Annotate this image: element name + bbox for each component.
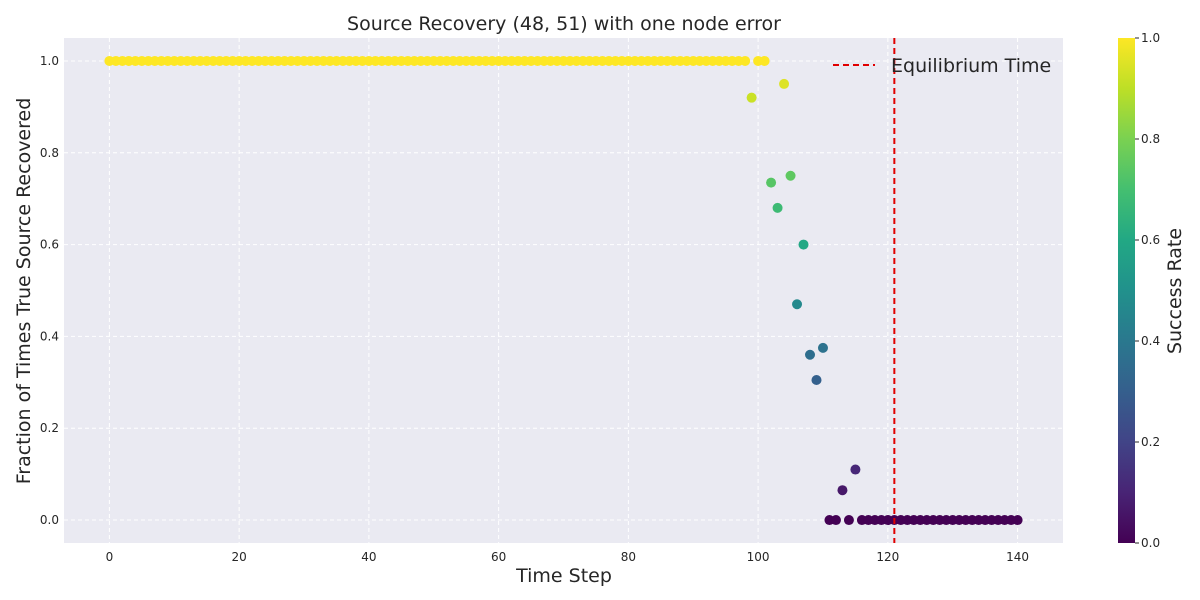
data-point: [792, 299, 803, 310]
data-point: [805, 349, 816, 360]
x-tick-label: 0: [106, 550, 114, 564]
x-tick-label: 40: [361, 550, 376, 564]
data-point: [830, 515, 841, 526]
data-point: [837, 485, 848, 496]
y-tick-label: 1.0: [40, 54, 59, 68]
legend-label: Equilibrium Time: [891, 55, 1051, 77]
x-tick-label: 80: [621, 550, 636, 564]
data-point: [772, 202, 783, 213]
x-tick-label: 60: [491, 550, 506, 564]
colorbar: [1118, 38, 1135, 543]
data-point: [843, 515, 854, 526]
y-tick-label: 0.0: [40, 513, 59, 527]
legend: Equilibrium Time: [833, 55, 1051, 77]
data-point: [1012, 515, 1023, 526]
y-tick-label: 0.8: [40, 146, 59, 160]
y-axis-label: Fraction of Times True Source Recovered: [13, 98, 35, 485]
chart-title: Source Recovery (48, 51) with one node e…: [347, 13, 781, 35]
data-point: [817, 342, 828, 353]
colorbar-tick-label: 0.6: [1141, 233, 1160, 247]
data-point: [850, 464, 861, 475]
plot-area: [64, 38, 1063, 543]
x-tick-label: 20: [232, 550, 247, 564]
colorbar-tick-label: 0.4: [1141, 334, 1160, 348]
colorbar-ticks: 0.0 0.2 0.4 0.6 0.8 1.0: [1135, 31, 1160, 550]
data-point: [759, 55, 770, 66]
x-tick-label: 140: [1006, 550, 1029, 564]
data-point: [785, 170, 796, 181]
y-axis-ticks: 0.0 0.2 0.4 0.6 0.8 1.0: [40, 54, 59, 527]
data-points: [104, 55, 1023, 526]
data-point: [779, 78, 790, 89]
x-tick-label: 120: [876, 550, 899, 564]
y-tick-label: 0.6: [40, 238, 59, 252]
x-axis-ticks: 0 20 40 60 80 100 120 140: [106, 550, 1029, 564]
y-tick-label: 0.4: [40, 329, 59, 343]
colorbar-tick-label: 0.0: [1141, 536, 1160, 550]
data-point: [746, 92, 757, 103]
data-point: [798, 239, 809, 250]
colorbar-tick-label: 1.0: [1141, 31, 1160, 45]
data-point: [766, 177, 777, 188]
colorbar-tick-label: 0.2: [1141, 435, 1160, 449]
x-axis-label: Time Step: [515, 565, 612, 587]
data-point: [811, 375, 822, 386]
y-tick-label: 0.2: [40, 421, 59, 435]
x-tick-label: 100: [747, 550, 770, 564]
colorbar-tick-label: 0.8: [1141, 132, 1160, 146]
colorbar-label: Success Rate: [1164, 228, 1186, 354]
data-point: [740, 55, 751, 66]
